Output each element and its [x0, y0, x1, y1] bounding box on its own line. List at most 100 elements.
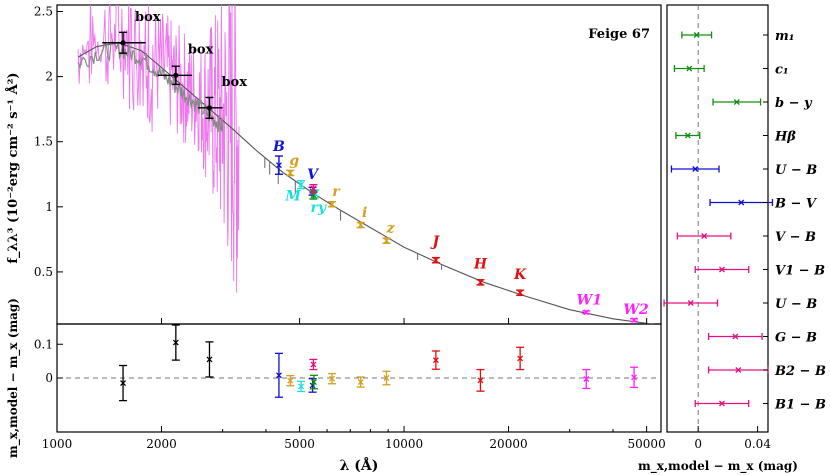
residual-point — [309, 374, 318, 390]
color-residual-point — [707, 366, 769, 374]
point-label: box — [188, 42, 214, 57]
color-row-label: b − y — [775, 96, 813, 111]
color-row-label: Hβ — [774, 130, 796, 145]
data-marker — [693, 32, 700, 38]
color-row-label: U − B — [775, 297, 817, 312]
x-tick-label: 1000 — [42, 437, 73, 451]
data-marker — [432, 357, 439, 364]
y-tick-label: 1 — [45, 200, 53, 214]
data-marker — [287, 170, 294, 176]
data-marker — [310, 379, 317, 386]
data-marker — [583, 309, 590, 316]
color-row-label: c₁ — [775, 63, 789, 78]
color-row-label: m₁ — [775, 29, 794, 44]
chart-title: Feige 67 — [588, 27, 650, 42]
x-tick-label: 20000 — [489, 437, 527, 451]
color-row-label: G − B — [775, 331, 817, 346]
data-marker — [329, 375, 335, 382]
residual-point — [171, 324, 180, 361]
data-marker — [477, 279, 484, 286]
color-row-label: V − B — [775, 230, 816, 245]
x-tick-label: 50000 — [628, 437, 666, 451]
point-label: K — [513, 267, 527, 283]
data-marker — [120, 40, 126, 46]
residual-point — [328, 372, 337, 385]
sed-point-box: box — [198, 75, 247, 119]
point-label: box — [221, 75, 247, 90]
sed-point-sdss: g — [286, 153, 299, 177]
sed-panel-frame — [56, 4, 662, 325]
iue-spectrum — [77, 5, 240, 293]
sed-point-2mass: K — [513, 267, 527, 297]
color-x-tick-label: 0 — [694, 437, 702, 451]
residual-point — [431, 350, 440, 370]
data-marker — [738, 199, 745, 206]
sed-point-2mass: J — [430, 234, 441, 264]
data-marker — [275, 162, 282, 169]
sed-point-johnson: B — [272, 139, 285, 175]
model-uv-band — [77, 40, 224, 133]
color-residual-point — [663, 299, 719, 307]
data-marker — [383, 375, 390, 381]
data-marker — [287, 377, 294, 384]
color-residual-point — [694, 400, 750, 407]
color-row-label: U − B — [775, 163, 817, 178]
point-label: B — [272, 139, 285, 155]
sed-point-sdss: i — [356, 205, 367, 229]
data-marker — [692, 166, 699, 172]
y-tick-label: 1.5 — [34, 135, 53, 149]
data-marker — [298, 383, 305, 390]
point-label: W1 — [577, 292, 602, 308]
residual-point — [382, 370, 391, 386]
residual-point — [516, 346, 525, 371]
color-row-label: B2 − B — [774, 364, 826, 379]
point-label: box — [135, 10, 161, 25]
x-tick-label: 2000 — [146, 437, 177, 451]
data-marker — [732, 333, 739, 340]
data-marker — [298, 181, 305, 188]
data-marker — [733, 99, 740, 105]
sed-point-2mass: H — [473, 256, 488, 286]
data-marker — [383, 237, 390, 244]
color-residual-point — [675, 132, 701, 139]
color-residual-point — [673, 65, 705, 72]
point-label: V — [307, 167, 320, 183]
data-marker — [687, 300, 694, 306]
data-marker — [357, 379, 364, 386]
y-tick-label: 0.5 — [34, 265, 53, 279]
data-marker — [718, 266, 725, 273]
point-label: r — [332, 184, 341, 200]
color-x-axis-label: m_x,model − m_x (mag) — [638, 459, 798, 474]
data-marker — [432, 257, 439, 264]
data-marker — [686, 65, 693, 72]
model-sed-curve — [77, 42, 656, 324]
sed-point-geneva — [309, 183, 318, 194]
residual-point — [582, 368, 591, 390]
data-marker — [206, 105, 213, 111]
data-marker — [517, 289, 524, 296]
sed-panel: Feige 67 — [56, 4, 662, 325]
residual-point — [205, 341, 214, 378]
x-tick-label: 5000 — [284, 437, 315, 451]
sed-point-box: box — [157, 42, 214, 86]
sed-point-sdss: z — [382, 221, 396, 244]
data-marker — [477, 377, 484, 384]
residual-point — [274, 352, 283, 398]
sed-point-strömgren: M — [284, 180, 306, 205]
data-marker — [173, 72, 179, 78]
point-label: g — [289, 153, 299, 169]
data-marker — [631, 374, 638, 381]
data-marker — [206, 356, 213, 363]
residual-y-tick-label: 0.1 — [34, 337, 53, 351]
data-marker — [718, 400, 725, 407]
data-marker — [275, 372, 282, 379]
sed-point-wise: W2 — [623, 302, 649, 324]
y-axis-label: f_λλ³ (10⁻²erg cm⁻² s⁻¹ Å²) — [5, 72, 21, 263]
data-marker — [583, 376, 590, 382]
data-marker — [310, 192, 317, 199]
data-marker — [735, 367, 742, 373]
sed-point-sdss: r — [328, 184, 341, 208]
color-residual-point — [709, 199, 774, 206]
color-residual-point — [676, 232, 732, 240]
